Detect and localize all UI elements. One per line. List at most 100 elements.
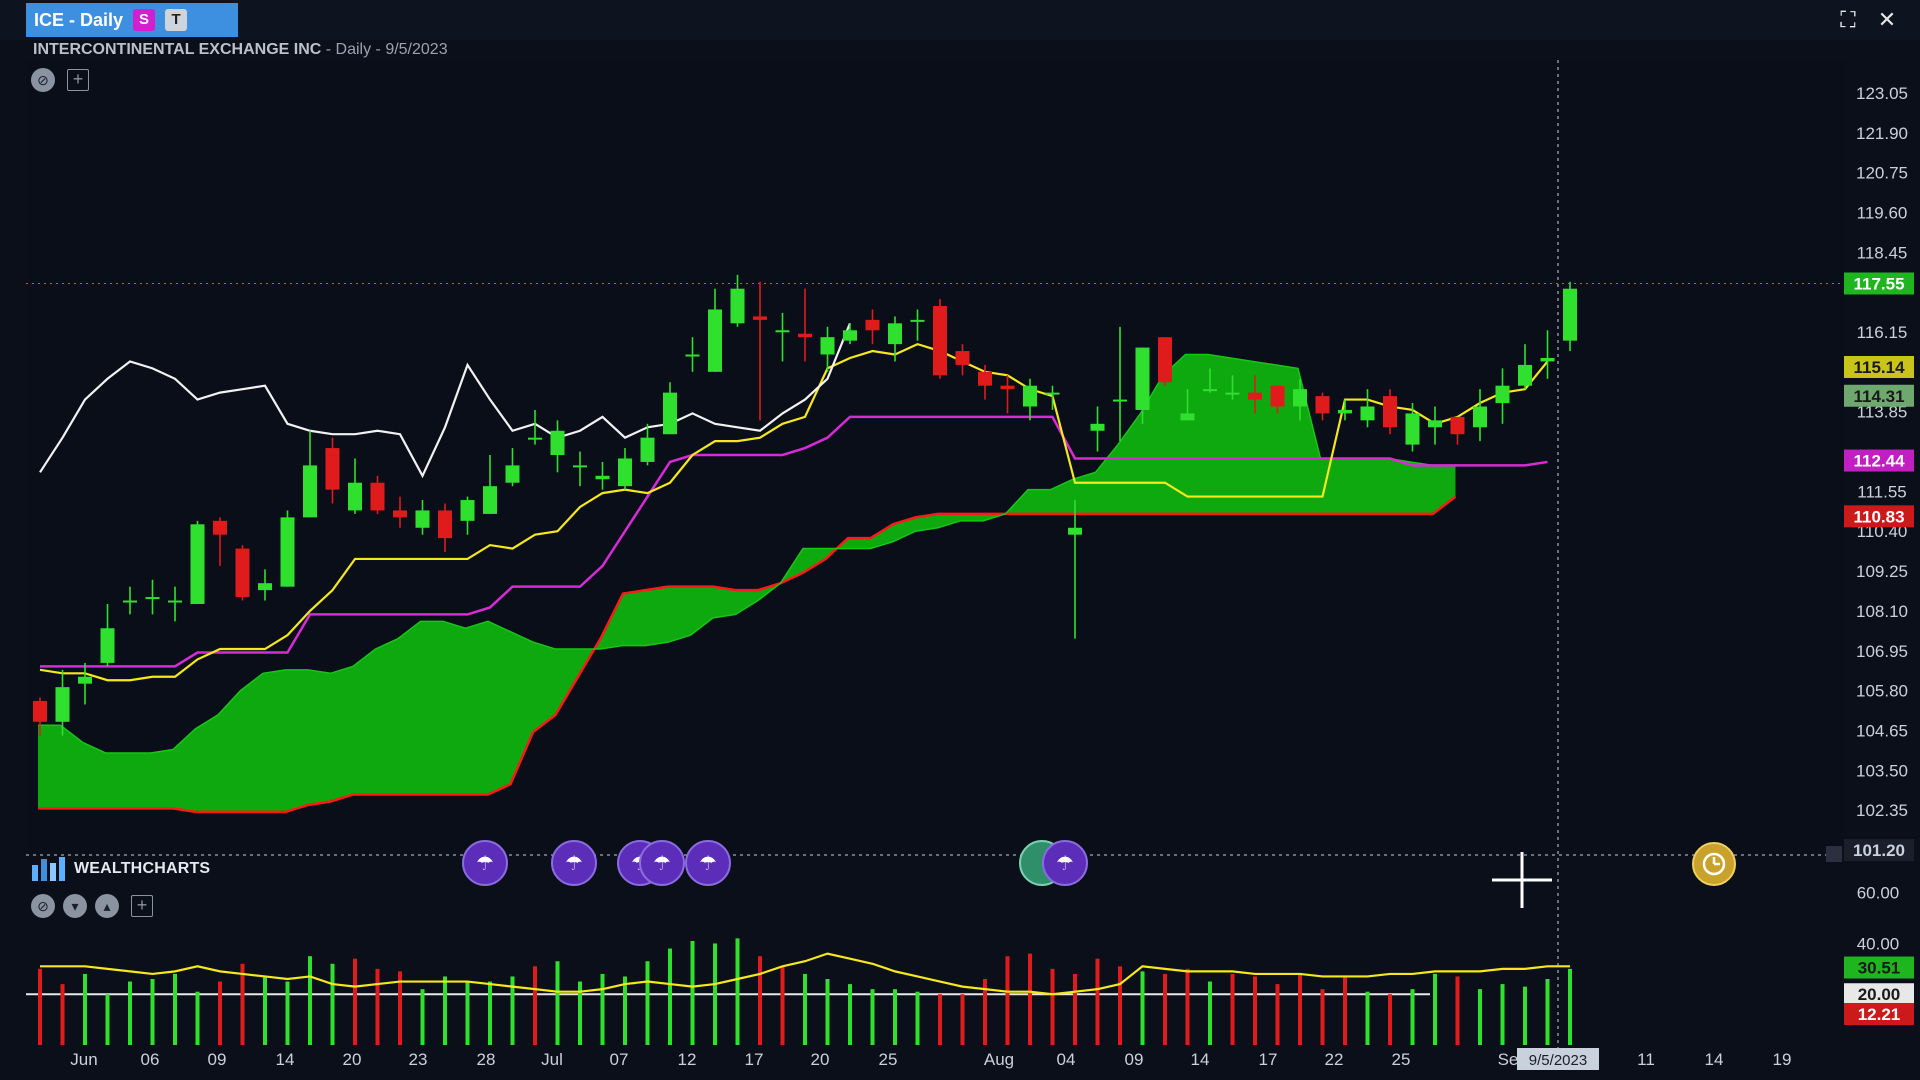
- volume-bar: [1118, 966, 1122, 1045]
- volume-bar: [83, 973, 87, 1045]
- price-tick-label: 104.65: [1856, 721, 1908, 740]
- candle: [753, 281, 767, 421]
- candle: [438, 503, 452, 553]
- volume-tick-label: 60.00: [1857, 884, 1900, 903]
- volume-bar: [1230, 973, 1235, 1045]
- price-tick-label: 113.85: [1857, 403, 1908, 422]
- volume-bar: [128, 981, 132, 1045]
- svg-text:30.51: 30.51: [1858, 959, 1901, 978]
- candle: [1518, 344, 1532, 390]
- candle-body: [1473, 406, 1487, 428]
- volume-average-line: [40, 952, 1570, 996]
- candle-body: [1203, 389, 1217, 392]
- volume-bar: [1455, 976, 1460, 1045]
- candle-body: [1360, 406, 1375, 421]
- fullscreen-icon[interactable]: ⛶: [1840, 7, 1856, 32]
- candle: [1270, 385, 1285, 414]
- candle-body: [685, 354, 700, 357]
- candle: [1405, 403, 1420, 452]
- title-bar: ICE - Daily S T ⛶ ✕: [0, 0, 1920, 40]
- volume-bar: [1410, 989, 1415, 1045]
- volume-bar: [443, 976, 447, 1045]
- close-icon[interactable]: ✕: [1877, 7, 1897, 32]
- x-tick-label: 17: [745, 1050, 764, 1069]
- x-tick-label: 04: [1057, 1050, 1076, 1069]
- price-tag: 117.55: [1844, 272, 1914, 295]
- candle-body: [168, 600, 182, 603]
- span-b-line: [38, 495, 1457, 814]
- candle-body: [1000, 385, 1015, 390]
- volume-tag: 20.00: [1844, 983, 1914, 1006]
- candle-body: [348, 482, 362, 511]
- collapse-icon[interactable]: ⊘: [31, 894, 55, 918]
- candle-body: [730, 288, 745, 324]
- candle: [685, 337, 700, 372]
- candle-body: [843, 330, 857, 341]
- volume-bar: [465, 981, 470, 1045]
- volume-bar: [983, 979, 987, 1045]
- candle: [460, 496, 475, 535]
- price-tick-label: 123.05: [1856, 84, 1908, 103]
- candle: [820, 326, 835, 372]
- t-badge[interactable]: T: [165, 9, 188, 31]
- candle-body: [1540, 357, 1555, 362]
- volume-bar: [308, 956, 312, 1045]
- add-indicator-icon[interactable]: +: [67, 69, 89, 91]
- candle-body: [33, 701, 47, 722]
- volume-bar: [803, 973, 807, 1045]
- candle-body: [258, 583, 272, 591]
- candle: [955, 344, 970, 376]
- candle-body: [1045, 392, 1060, 395]
- candle-body: [1338, 409, 1352, 414]
- brand-label: WEALTHCHARTS: [74, 860, 211, 877]
- candle: [483, 455, 497, 514]
- candle-body: [1293, 389, 1307, 407]
- price-tick-label: 118.45: [1857, 243, 1908, 262]
- brand-logo: WEALTHCHARTS: [30, 855, 210, 883]
- svg-text:114.31: 114.31: [1853, 387, 1904, 406]
- volume-bar: [1320, 989, 1325, 1045]
- draw-tool-icon[interactable]: ⊘: [31, 68, 55, 92]
- volume-bar: [1275, 984, 1280, 1045]
- volume-bar: [1298, 973, 1302, 1045]
- candle-body: [145, 597, 160, 600]
- volume-bar: [218, 981, 222, 1045]
- volume-bar: [375, 968, 380, 1045]
- price-tick-label: 121.90: [1856, 124, 1908, 143]
- candle: [280, 510, 295, 587]
- candle-body: [1068, 527, 1082, 535]
- svg-text:☂: ☂: [653, 851, 671, 875]
- x-tick-label: 19: [1773, 1050, 1792, 1069]
- svg-text:☂: ☂: [1056, 851, 1074, 875]
- s-badge[interactable]: S: [133, 9, 156, 31]
- x-tick-label: 25: [1392, 1050, 1411, 1069]
- candle-body: [550, 430, 565, 455]
- svg-text:101.20: 101.20: [1853, 841, 1905, 860]
- move-up-icon[interactable]: ▴: [95, 894, 119, 918]
- candle-body: [1248, 392, 1262, 400]
- event-icon: ☂: [462, 840, 508, 886]
- candle-body: [798, 333, 812, 338]
- candle: [55, 669, 70, 736]
- move-down-icon[interactable]: ▾: [63, 894, 87, 918]
- volume-bar: [533, 966, 537, 1045]
- volume-bar: [1095, 958, 1100, 1045]
- tab-title: ICE - Daily: [34, 9, 124, 30]
- volume-bar: [1253, 976, 1257, 1045]
- svg-text:20.00: 20.00: [1858, 985, 1901, 1004]
- candle-body: [1495, 385, 1510, 404]
- symbol-tab[interactable]: ICE - Daily S T: [26, 3, 238, 37]
- volume-bar: [758, 956, 762, 1045]
- candle-body: [820, 337, 835, 355]
- candle-body: [1113, 399, 1127, 402]
- candle: [528, 409, 542, 445]
- price-tick-label: 119.60: [1857, 203, 1908, 222]
- volume-bar: [1500, 984, 1505, 1045]
- crosshair-icon: [1492, 852, 1552, 908]
- add-indicator-icon[interactable]: +: [131, 895, 153, 917]
- candle: [168, 586, 182, 622]
- candle: [78, 662, 92, 705]
- candle: [663, 382, 677, 435]
- candle: [258, 569, 272, 601]
